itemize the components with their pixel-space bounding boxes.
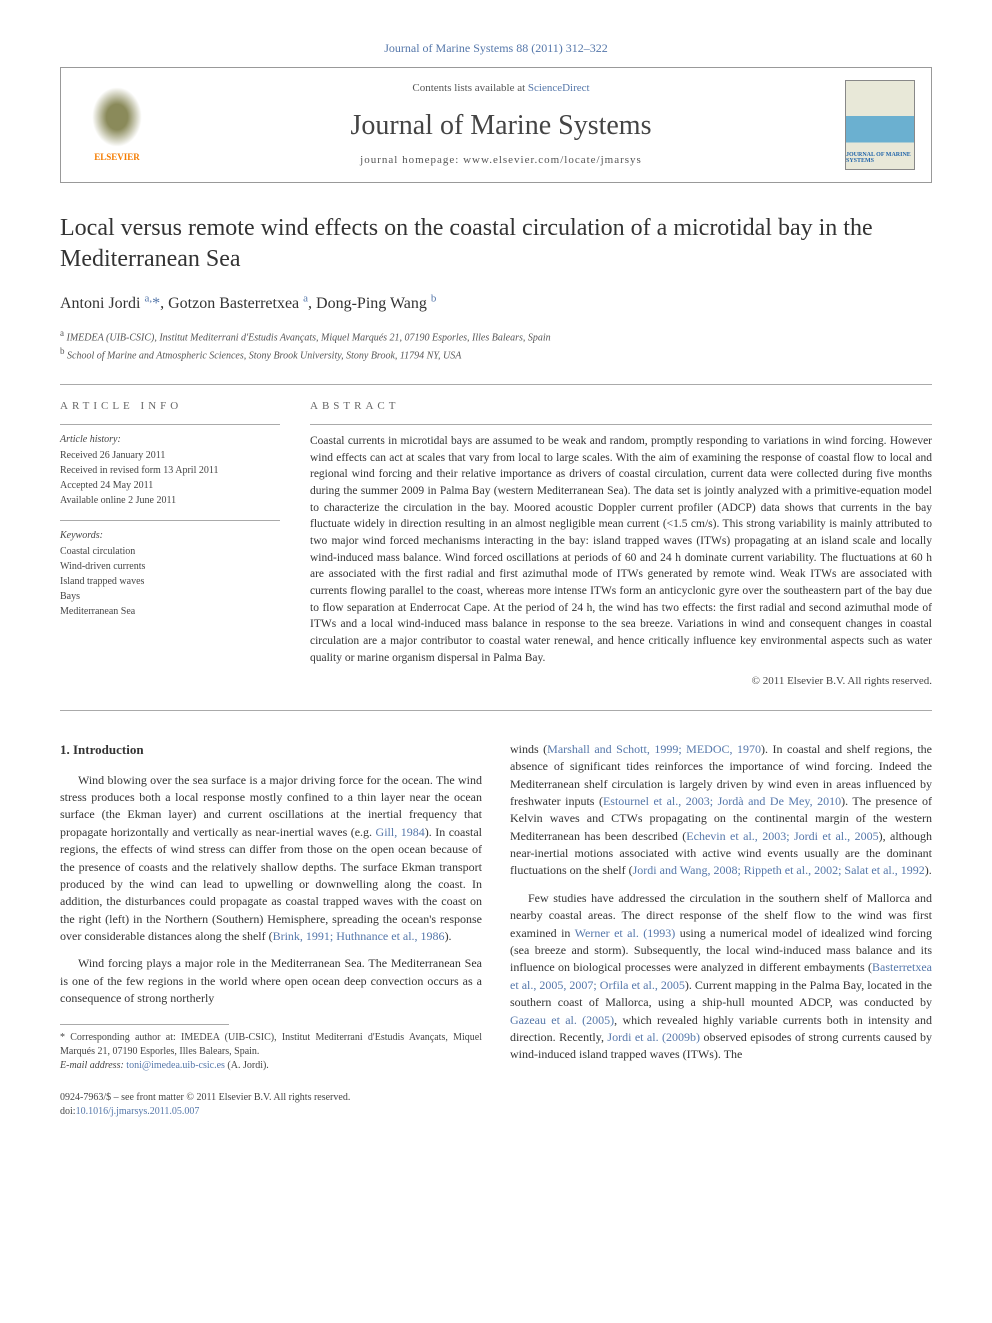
- section-heading: 1. Introduction: [60, 741, 482, 760]
- journal-name: Journal of Marine Systems: [157, 106, 845, 145]
- author: Dong-Ping Wang b: [316, 295, 436, 312]
- email-link[interactable]: toni@imedea.uib-csic.es: [126, 1060, 225, 1071]
- citation-link[interactable]: Marshall and Schott, 1999; MEDOC, 1970: [547, 742, 761, 756]
- footnote-text: * Corresponding author at: IMEDEA (UIB-C…: [60, 1031, 482, 1059]
- abstract-heading: ABSTRACT: [310, 399, 932, 414]
- running-head: Journal of Marine Systems 88 (2011) 312–…: [60, 40, 932, 57]
- affiliation: b School of Marine and Atmospheric Scien…: [60, 345, 932, 363]
- paragraph: Wind forcing plays a major role in the M…: [60, 955, 482, 1007]
- journal-cover-thumb: JOURNAL OF MARINE SYSTEMS: [845, 80, 915, 170]
- author-list: Antoni Jordi a,*, Gotzon Basterretxea a,…: [60, 291, 932, 315]
- footnote-email: E-mail address: toni@imedea.uib-csic.es …: [60, 1059, 482, 1073]
- contents-prefix: Contents lists available at: [412, 82, 527, 94]
- keyword: Island trapped waves: [60, 575, 280, 589]
- paragraph: winds (Marshall and Schott, 1999; MEDOC,…: [510, 741, 932, 880]
- citation-link[interactable]: Brink, 1991; Huthnance et al., 1986: [273, 929, 445, 943]
- footnote-separator: [60, 1024, 229, 1025]
- citation-link[interactable]: Gazeau et al. (2005): [510, 1013, 614, 1027]
- history-item: Accepted 24 May 2011: [60, 479, 280, 493]
- keyword: Coastal circulation: [60, 545, 280, 559]
- divider: [60, 520, 280, 521]
- header-center: Contents lists available at ScienceDirec…: [157, 81, 845, 169]
- info-abstract-row: ARTICLE INFO Article history: Received 2…: [60, 399, 932, 690]
- sciencedirect-link[interactable]: ScienceDirect: [528, 82, 590, 94]
- divider: [310, 424, 932, 425]
- citation-link[interactable]: Werner et al. (1993): [575, 926, 676, 940]
- divider: [60, 710, 932, 711]
- keyword: Mediterranean Sea: [60, 605, 280, 619]
- article-info: ARTICLE INFO Article history: Received 2…: [60, 399, 280, 690]
- page: Journal of Marine Systems 88 (2011) 312–…: [0, 0, 992, 1150]
- elsevier-tree-icon: [92, 87, 142, 147]
- contents-line: Contents lists available at ScienceDirec…: [157, 81, 845, 96]
- left-column: 1. Introduction Wind blowing over the se…: [60, 741, 482, 1120]
- citation-link[interactable]: Jordi and Wang, 2008; Rippeth et al., 20…: [633, 863, 925, 877]
- affiliations: a IMEDEA (UIB-CSIC), Institut Mediterran…: [60, 327, 932, 364]
- doi-link[interactable]: 10.1016/j.jmarsys.2011.05.007: [76, 1106, 200, 1117]
- journal-header: ELSEVIER Contents lists available at Sci…: [60, 67, 932, 183]
- elsevier-logo: ELSEVIER: [77, 80, 157, 170]
- article-title: Local versus remote wind effects on the …: [60, 213, 932, 275]
- citation-link[interactable]: Echevin et al., 2003; Jordi et al., 2005: [686, 829, 878, 843]
- body-columns: 1. Introduction Wind blowing over the se…: [60, 741, 932, 1120]
- copyright: © 2011 Elsevier B.V. All rights reserved…: [310, 674, 932, 689]
- publisher-name: ELSEVIER: [94, 151, 140, 164]
- article-info-heading: ARTICLE INFO: [60, 399, 280, 414]
- citation-link[interactable]: Gill, 1984: [376, 825, 425, 839]
- divider: [60, 384, 932, 385]
- paragraph: Few studies have addressed the circulati…: [510, 890, 932, 1064]
- doi-line: doi:10.1016/j.jmarsys.2011.05.007: [60, 1105, 482, 1120]
- history-item: Received in revised form 13 April 2011: [60, 464, 280, 478]
- citation-link[interactable]: Jordi et al. (2009b): [607, 1030, 700, 1044]
- right-column: winds (Marshall and Schott, 1999; MEDOC,…: [510, 741, 932, 1120]
- author: Antoni Jordi a,*: [60, 295, 160, 312]
- keyword: Bays: [60, 590, 280, 604]
- corresponding-star: *: [152, 295, 160, 312]
- history-item: Available online 2 June 2011: [60, 494, 280, 508]
- affiliation: a IMEDEA (UIB-CSIC), Institut Mediterran…: [60, 327, 932, 345]
- author: Gotzon Basterretxea a: [168, 295, 308, 312]
- keyword: Wind-driven currents: [60, 560, 280, 574]
- front-matter: 0924-7963/$ – see front matter © 2011 El…: [60, 1091, 482, 1106]
- abstract-text: Coastal currents in microtidal bays are …: [310, 433, 932, 666]
- citation-link[interactable]: Estournel et al., 2003; Jordà and De Mey…: [603, 794, 841, 808]
- keywords-label: Keywords:: [60, 529, 280, 543]
- paragraph: Wind blowing over the sea surface is a m…: [60, 772, 482, 946]
- divider: [60, 424, 280, 425]
- abstract: ABSTRACT Coastal currents in microtidal …: [310, 399, 932, 690]
- journal-homepage: journal homepage: www.elsevier.com/locat…: [157, 153, 845, 168]
- corresponding-footnote: * Corresponding author at: IMEDEA (UIB-C…: [60, 1031, 482, 1073]
- page-footer: 0924-7963/$ – see front matter © 2011 El…: [60, 1091, 482, 1120]
- history-label: Article history:: [60, 433, 280, 447]
- cover-text: JOURNAL OF MARINE SYSTEMS: [846, 152, 914, 165]
- history-item: Received 26 January 2011: [60, 449, 280, 463]
